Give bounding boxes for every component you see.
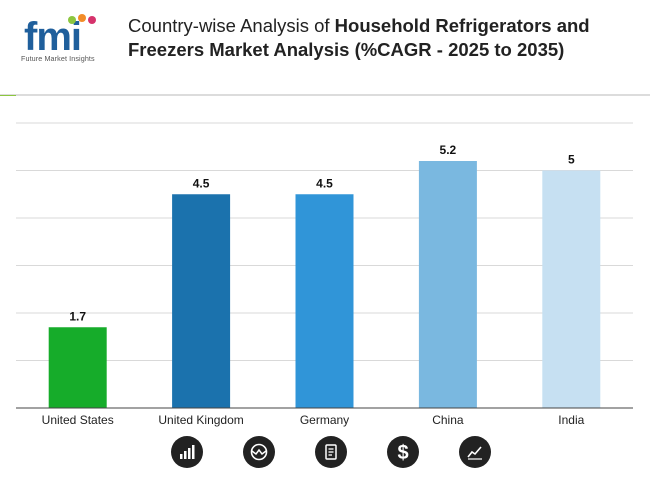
data-label: 4.5 <box>193 176 210 190</box>
logo-dot-icon <box>68 16 76 24</box>
data-label: 5.2 <box>440 143 457 157</box>
logo-dot-icon <box>78 14 86 22</box>
bar-chart: 1.7 United States 4.5 United Kingdom 4.5 Germ… <box>16 122 633 427</box>
data-label: 1.7 <box>69 309 86 323</box>
svg-text:$: $ <box>397 442 408 463</box>
x-tick-label: India <box>558 413 584 427</box>
bar <box>418 161 477 408</box>
document-icon <box>315 436 347 468</box>
x-tick-label: China <box>432 413 464 427</box>
bar-chart-icon <box>171 436 203 468</box>
bar <box>48 327 107 408</box>
globe-icon <box>243 436 275 468</box>
data-label: 4.5 <box>316 176 333 190</box>
page-title: Country-wise Analysis of Household Refri… <box>128 14 638 62</box>
x-tick-label: United Kingdom <box>158 413 243 427</box>
line-chart-icon <box>459 436 491 468</box>
bar <box>295 194 354 408</box>
header-divider-accent <box>0 95 16 96</box>
x-tick-label: Germany <box>300 413 349 427</box>
title-prefix: Country-wise Analysis of <box>128 15 335 36</box>
logo-tagline: Future Market Insights <box>21 54 95 63</box>
logo-dot-icon <box>88 16 96 24</box>
bar <box>542 170 601 408</box>
x-tick-label: United States <box>42 413 114 427</box>
bar <box>172 194 231 408</box>
dollar-icon: $ <box>387 436 419 468</box>
data-label: 5 <box>568 153 575 167</box>
fmi-logo: fmi <box>24 14 96 59</box>
title-bold-1: Household Refrigerators and <box>334 15 590 36</box>
header: fmi Future Market Insights Country-wise … <box>0 0 650 96</box>
footer-icons: $ <box>0 432 650 472</box>
header-divider <box>0 94 650 96</box>
title-bold-2: Freezers Market Analysis (%CAGR - 2025 t… <box>128 39 565 60</box>
